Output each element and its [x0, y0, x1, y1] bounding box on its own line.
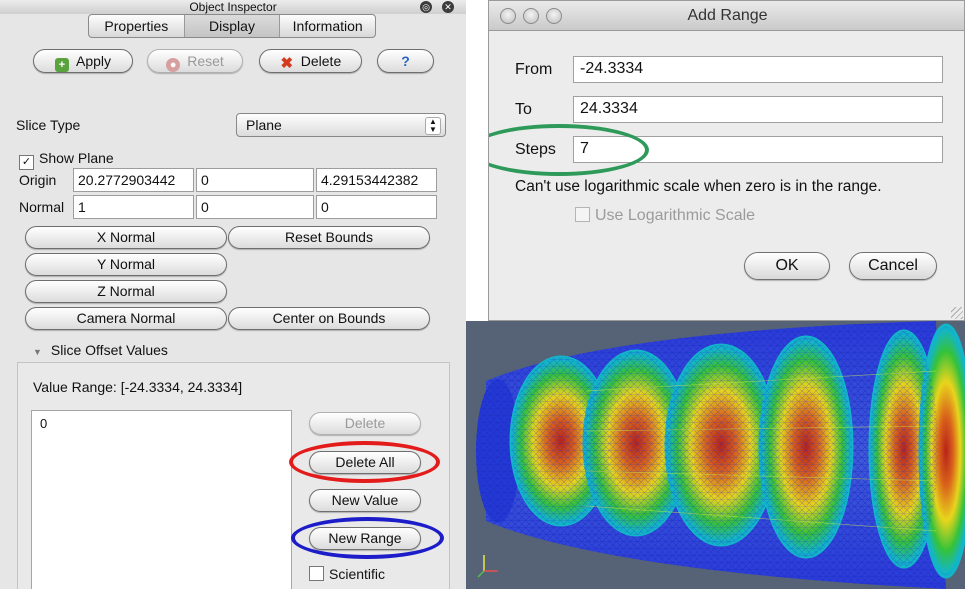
normal-z-input[interactable]: 0 — [316, 195, 437, 219]
tab-display[interactable]: Display — [184, 15, 281, 37]
reset-label: Reset — [187, 53, 224, 69]
scientific-row[interactable]: Scientific — [309, 566, 385, 582]
render-view[interactable] — [466, 321, 965, 589]
reset-icon: ● — [166, 58, 181, 72]
to-input[interactable]: 24.3334 — [573, 96, 943, 123]
offset-values-list[interactable]: 0 — [31, 410, 292, 589]
delete-all-highlight-ring — [289, 441, 440, 483]
log-scale-message: Can't use logarithmic scale when zero is… — [515, 178, 882, 195]
delete-label: Delete — [300, 53, 342, 69]
from-label: From — [515, 61, 553, 78]
slice-render-svg — [476, 321, 965, 589]
scientific-label: Scientific — [329, 566, 386, 582]
log-scale-label: Use Logarithmic Scale — [595, 207, 756, 224]
inspector-title: Object Inspector — [189, 0, 277, 14]
slice-type-select[interactable]: Plane ▲ ▼ — [236, 113, 446, 137]
origin-y-input[interactable]: 0 — [196, 168, 314, 192]
origin-z-input[interactable]: 4.29153442382 — [316, 168, 437, 192]
origin-x-input[interactable]: 20.2772903442 — [73, 168, 194, 192]
object-inspector-panel: Object Inspector ◎ ✕ Properties Display … — [0, 0, 466, 589]
camera-normal-button[interactable]: Camera Normal — [25, 307, 227, 330]
apply-label: Apply — [75, 53, 112, 69]
normal-y-input[interactable]: 0 — [196, 195, 314, 219]
cancel-button[interactable]: Cancel — [849, 252, 937, 280]
slice-type-value: Plane — [246, 117, 282, 133]
x-normal-button[interactable]: X Normal — [25, 226, 227, 249]
show-plane-label: Show Plane — [39, 150, 114, 166]
log-scale-row: Use Logarithmic Scale — [575, 207, 755, 225]
value-range-label: Value Range: [-24.3334, 24.3334] — [33, 379, 243, 395]
new-value-button[interactable]: New Value — [309, 489, 421, 512]
dialog-title: Add Range — [687, 7, 768, 24]
to-label: To — [515, 101, 532, 118]
minimize-light-icon[interactable] — [523, 8, 539, 24]
new-range-highlight-ring — [291, 517, 444, 559]
origin-label: Origin — [19, 172, 57, 188]
y-normal-button[interactable]: Y Normal — [25, 253, 227, 276]
z-normal-button[interactable]: Z Normal — [25, 280, 227, 303]
delete-x-icon: ✖ — [280, 55, 294, 72]
from-input[interactable]: -24.3334 — [573, 56, 943, 83]
scientific-checkbox[interactable] — [309, 566, 324, 581]
streamlines — [585, 370, 937, 532]
collapse-triangle-icon[interactable]: ▼ — [33, 347, 42, 357]
zoom-light-icon[interactable] — [546, 8, 562, 24]
help-button[interactable]: ? — [377, 49, 434, 73]
inspector-titlebar: Object Inspector ◎ ✕ — [0, 0, 466, 14]
apply-plus-icon: + — [54, 58, 69, 72]
steps-highlight-ring — [489, 124, 649, 176]
slice-offset-header[interactable]: ▼ Slice Offset Values — [33, 342, 168, 358]
show-plane-checkbox[interactable]: ✓ — [19, 155, 34, 170]
dialog-titlebar: Add Range — [489, 1, 964, 31]
tube-end-cap-mesh — [476, 379, 520, 523]
resize-grip-icon[interactable] — [951, 307, 963, 319]
tab-information[interactable]: Information — [292, 18, 363, 34]
center-on-bounds-button[interactable]: Center on Bounds — [228, 307, 430, 330]
tab-properties[interactable]: Properties — [89, 15, 185, 37]
show-plane-row[interactable]: ✓ Show Plane — [19, 150, 114, 170]
chevron-updown-icon: ▲ ▼ — [425, 117, 441, 135]
slice-mesh-overlay — [511, 331, 938, 567]
orientation-axes-icon — [477, 555, 498, 578]
inspector-tabs: Properties Display Information — [88, 14, 376, 38]
undock-icon[interactable]: ◎ — [420, 1, 432, 13]
ok-button[interactable]: OK — [744, 252, 830, 280]
delete-button[interactable]: ✖ Delete — [259, 49, 362, 73]
list-item[interactable]: 0 — [40, 416, 48, 431]
normal-x-input[interactable]: 1 — [73, 195, 194, 219]
apply-button[interactable]: + Apply — [33, 49, 133, 73]
slice-type-label: Slice Type — [16, 117, 81, 133]
normal-label: Normal — [19, 199, 65, 215]
log-scale-checkbox — [575, 207, 590, 222]
slice-offset-title: Slice Offset Values — [50, 342, 168, 358]
delete-value-button[interactable]: Delete — [309, 412, 421, 435]
add-range-dialog: Add Range From -24.3334 To 24.3334 Steps… — [488, 0, 965, 321]
close-light-icon[interactable] — [500, 8, 516, 24]
reset-button[interactable]: ● Reset — [147, 49, 243, 73]
reset-bounds-button[interactable]: Reset Bounds — [228, 226, 430, 249]
help-question-icon: ? — [401, 53, 410, 69]
close-icon[interactable]: ✕ — [442, 1, 454, 13]
